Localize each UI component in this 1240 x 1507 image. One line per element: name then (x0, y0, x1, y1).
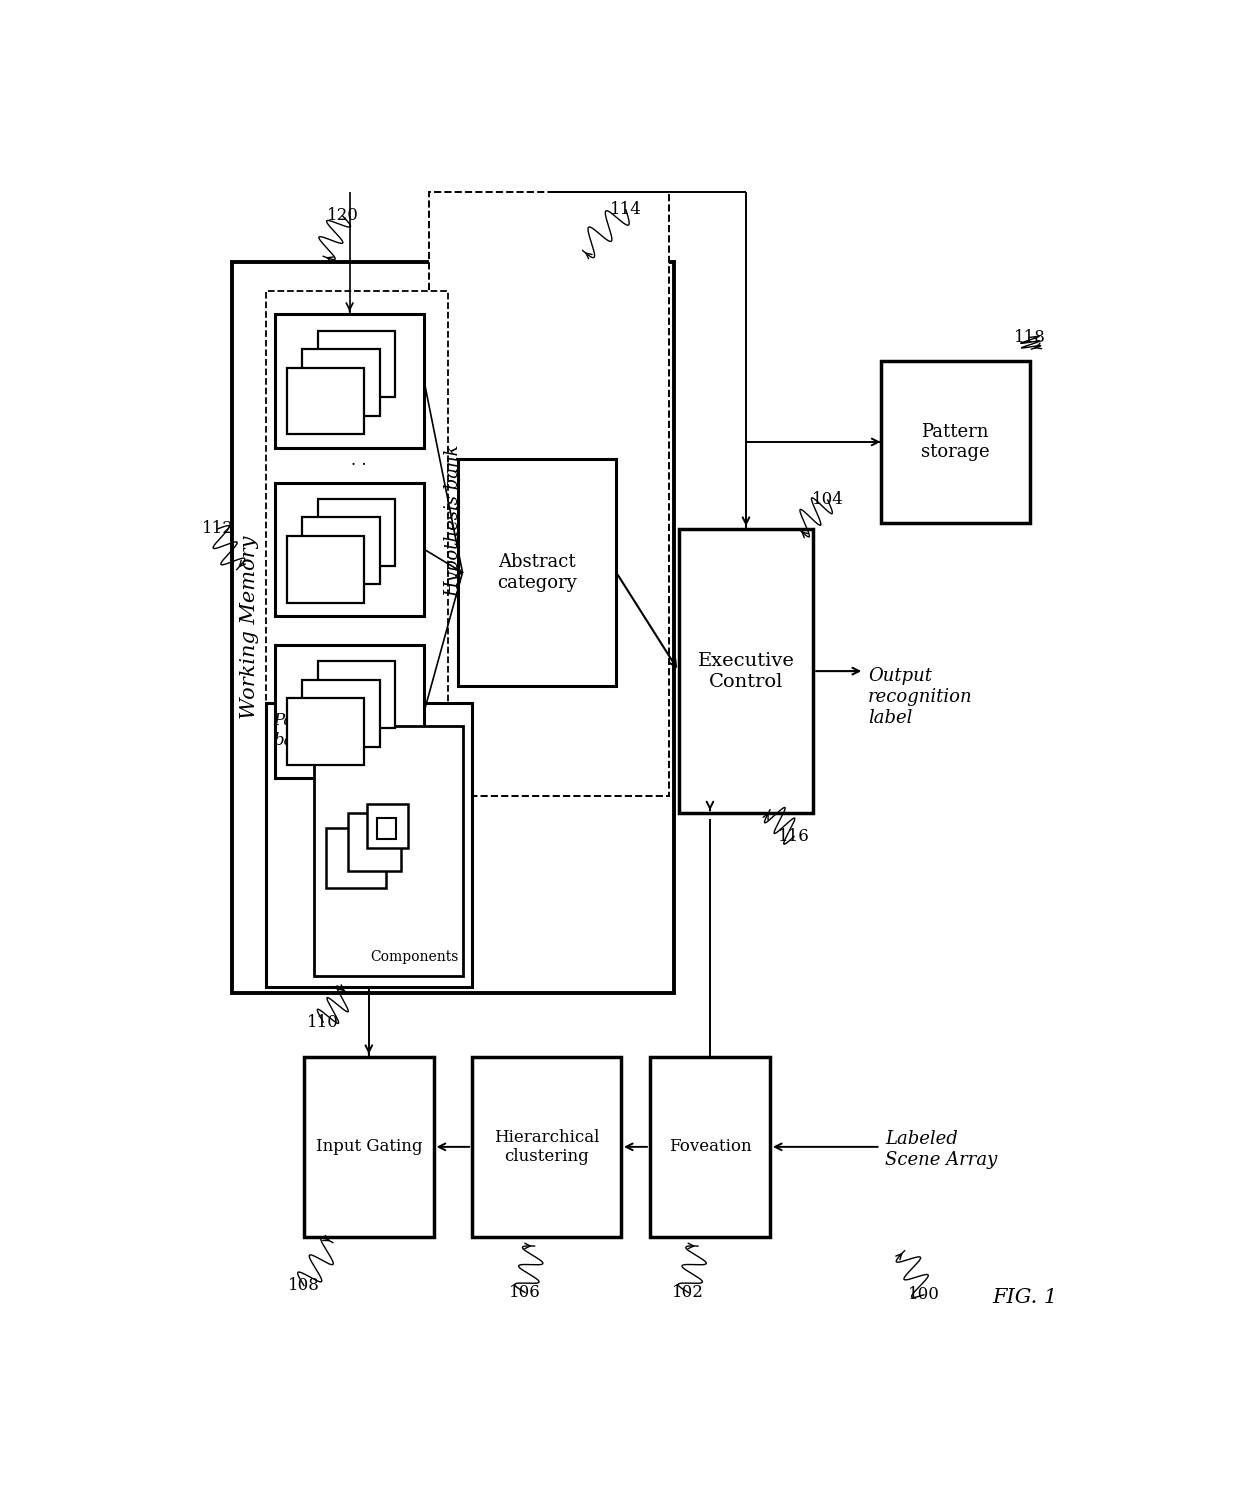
Text: Executive
Control: Executive Control (698, 651, 795, 690)
FancyBboxPatch shape (472, 1056, 621, 1237)
Text: Input Gating: Input Gating (315, 1138, 422, 1156)
FancyBboxPatch shape (377, 818, 397, 838)
Text: Working Memory: Working Memory (239, 536, 259, 719)
FancyBboxPatch shape (317, 330, 396, 398)
FancyBboxPatch shape (303, 680, 379, 746)
Text: Pattern
bank: Pattern bank (273, 713, 335, 749)
FancyBboxPatch shape (286, 368, 365, 434)
FancyBboxPatch shape (275, 315, 424, 448)
Text: 112: 112 (202, 520, 233, 538)
Text: 116: 116 (779, 827, 810, 845)
FancyBboxPatch shape (303, 350, 379, 416)
Text: 104: 104 (812, 491, 843, 508)
Text: Labeled
Scene Array: Labeled Scene Array (885, 1130, 998, 1169)
FancyBboxPatch shape (286, 536, 365, 603)
Text: Components: Components (371, 949, 459, 964)
Text: · ·: · · (351, 457, 367, 473)
FancyBboxPatch shape (265, 702, 472, 987)
FancyBboxPatch shape (304, 1056, 434, 1237)
FancyBboxPatch shape (317, 662, 396, 728)
Text: Hypothesis bank: Hypothesis bank (444, 445, 463, 597)
FancyBboxPatch shape (303, 517, 379, 585)
FancyBboxPatch shape (348, 812, 401, 871)
FancyBboxPatch shape (275, 482, 424, 616)
FancyBboxPatch shape (232, 262, 675, 993)
FancyBboxPatch shape (678, 529, 813, 814)
FancyBboxPatch shape (265, 291, 448, 749)
Text: 100: 100 (908, 1287, 940, 1304)
Text: Abstract
category: Abstract category (497, 553, 577, 592)
Text: 110: 110 (308, 1014, 339, 1031)
FancyBboxPatch shape (880, 360, 1029, 523)
FancyBboxPatch shape (275, 645, 424, 779)
Text: 108: 108 (288, 1276, 320, 1295)
FancyBboxPatch shape (650, 1056, 770, 1237)
FancyBboxPatch shape (317, 499, 396, 565)
Text: Hierarchical
clustering: Hierarchical clustering (494, 1129, 599, 1165)
Text: 106: 106 (510, 1284, 541, 1301)
Text: Pattern
storage: Pattern storage (921, 422, 990, 461)
FancyBboxPatch shape (314, 726, 463, 975)
Text: FIG. 1: FIG. 1 (992, 1287, 1058, 1307)
FancyBboxPatch shape (458, 460, 616, 686)
FancyBboxPatch shape (326, 829, 386, 889)
Text: 118: 118 (1013, 329, 1045, 347)
Text: Output
recognition
label: Output recognition label (868, 668, 972, 726)
FancyBboxPatch shape (429, 193, 670, 796)
Text: Foveation: Foveation (668, 1138, 751, 1156)
FancyBboxPatch shape (367, 803, 408, 848)
Text: 102: 102 (672, 1284, 704, 1301)
Text: 114: 114 (610, 202, 642, 219)
FancyBboxPatch shape (286, 698, 365, 766)
Text: 120: 120 (326, 206, 358, 225)
